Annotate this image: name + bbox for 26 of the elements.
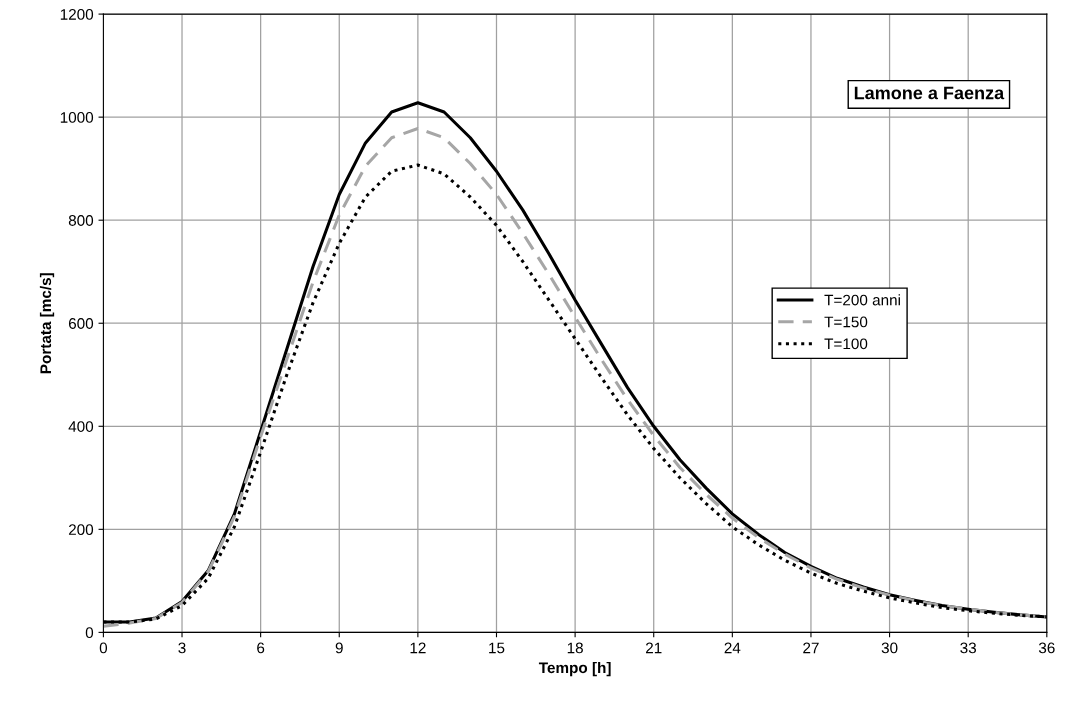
x-tick-label: 33 bbox=[960, 642, 977, 654]
x-tick-label: 0 bbox=[99, 642, 108, 654]
x-tick-label: 15 bbox=[489, 642, 505, 654]
y-tick-label: 1000 bbox=[60, 112, 94, 123]
y-axis-title: Portata [mc/s] bbox=[39, 273, 55, 374]
y-tick-label: 800 bbox=[68, 215, 94, 226]
x-tick-label: 6 bbox=[257, 642, 265, 654]
annotation: Lamone a Faenza bbox=[854, 86, 1005, 100]
legend-label: T=150 bbox=[824, 316, 868, 328]
y-tick-label: 200 bbox=[68, 524, 94, 536]
x-tick-label: 30 bbox=[881, 642, 898, 654]
x-tick-label: 27 bbox=[803, 642, 819, 654]
legend-label: T=200 anni bbox=[824, 294, 900, 306]
y-tick-label: 0 bbox=[85, 627, 94, 639]
x-tick-label: 3 bbox=[178, 642, 186, 654]
x-axis-title: Tempo [h] bbox=[538, 661, 611, 677]
x-tick-label: 12 bbox=[410, 642, 426, 654]
legend-label: T=100 bbox=[824, 338, 868, 350]
x-tick-label: 24 bbox=[724, 642, 741, 654]
x-tick-label: 18 bbox=[567, 642, 583, 654]
y-tick-label: 600 bbox=[68, 318, 94, 329]
y-tick-label: 400 bbox=[68, 421, 94, 432]
x-tick-label: 36 bbox=[1038, 642, 1055, 654]
y-tick-label: 1200 bbox=[60, 8, 94, 20]
x-tick-label: 9 bbox=[335, 642, 343, 654]
x-tick-label: 21 bbox=[646, 642, 662, 654]
